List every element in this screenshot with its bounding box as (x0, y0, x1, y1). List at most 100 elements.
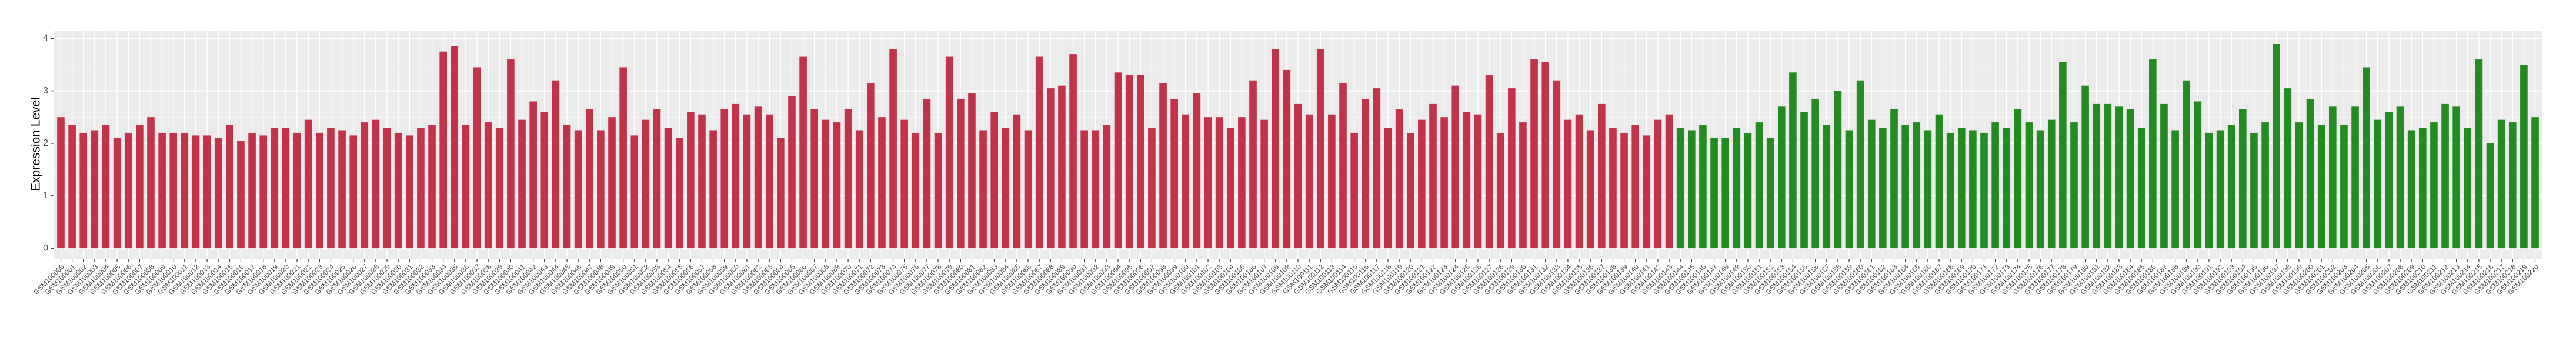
bar (1575, 114, 1583, 249)
bar (315, 132, 323, 249)
bar (1733, 128, 1741, 249)
bar (2407, 130, 2415, 249)
bar (2396, 106, 2404, 249)
bar (1294, 103, 1302, 249)
bar (1035, 56, 1043, 249)
bar (304, 119, 312, 249)
bar (158, 132, 166, 249)
bar (2104, 103, 2112, 249)
bar (687, 112, 695, 249)
bar (383, 128, 391, 249)
bar (181, 132, 189, 249)
bar (630, 135, 639, 249)
bar (2340, 125, 2348, 249)
bar (2273, 44, 2281, 249)
bar (327, 128, 335, 249)
bar (1406, 132, 1414, 249)
bar (743, 114, 751, 249)
bar (1800, 112, 1808, 249)
y-tick-label: 2 (43, 138, 48, 148)
bar (1350, 132, 1358, 249)
bar (2464, 128, 2472, 249)
bar (1991, 122, 1999, 249)
bar (2047, 119, 2056, 249)
bar (653, 109, 661, 249)
bar (1980, 132, 1988, 249)
bar (1339, 83, 1347, 249)
bar (226, 125, 233, 249)
bar (1226, 128, 1234, 249)
bar (2014, 109, 2022, 249)
bar (1890, 109, 1898, 249)
bar (1193, 93, 1201, 249)
bar (2093, 103, 2101, 249)
bar (1159, 83, 1167, 249)
bar (1856, 80, 1864, 249)
bar (417, 128, 425, 249)
bar (338, 130, 346, 249)
bar (1272, 49, 1280, 249)
bar (1440, 117, 1448, 249)
bar (1643, 135, 1651, 249)
bar (1148, 128, 1156, 249)
bar (1170, 98, 1178, 249)
bar (2239, 109, 2247, 249)
bar (507, 59, 515, 249)
bar (664, 128, 672, 249)
bar (2418, 128, 2427, 249)
bar (1058, 85, 1066, 249)
bar (698, 114, 706, 249)
bar (451, 46, 459, 249)
bar (2025, 122, 2033, 249)
bar (2216, 130, 2224, 249)
bar (271, 128, 279, 249)
bar (2508, 122, 2517, 249)
bar (1676, 128, 1684, 249)
bar (1541, 62, 1550, 249)
bar (2295, 122, 2303, 249)
bar (912, 132, 920, 249)
bar (1182, 114, 1190, 249)
bar (2070, 122, 2078, 249)
bar (1204, 117, 1212, 249)
bar (2306, 98, 2314, 249)
bar (237, 141, 245, 249)
bar (1046, 88, 1055, 249)
bar (822, 119, 830, 249)
bar (293, 132, 301, 249)
bar (282, 128, 290, 249)
bar (1924, 130, 1932, 249)
bar (136, 125, 144, 249)
bar (552, 80, 560, 249)
bar (1260, 119, 1268, 249)
bar (878, 117, 886, 249)
bar (495, 128, 503, 249)
bar (2137, 128, 2145, 249)
bar (934, 132, 942, 249)
bar (2317, 125, 2325, 249)
bar (1879, 128, 1887, 249)
bar (810, 109, 819, 249)
bar (574, 130, 582, 249)
bar (1069, 54, 1077, 249)
bar (439, 51, 447, 249)
bar (540, 112, 549, 249)
bar (675, 138, 683, 249)
bar (1519, 122, 1527, 249)
bar (1530, 59, 1538, 249)
bar (113, 138, 121, 249)
bar (529, 101, 537, 249)
bar (259, 135, 267, 249)
bar (1710, 138, 1718, 249)
bar (788, 96, 796, 249)
bar (1092, 130, 1100, 249)
bar (214, 138, 222, 249)
bar (192, 135, 200, 249)
bar (2250, 132, 2258, 249)
bar (1665, 114, 1673, 249)
bar (1136, 75, 1144, 249)
bar (1249, 80, 1257, 249)
bar (2452, 106, 2460, 249)
bar (2036, 130, 2044, 249)
